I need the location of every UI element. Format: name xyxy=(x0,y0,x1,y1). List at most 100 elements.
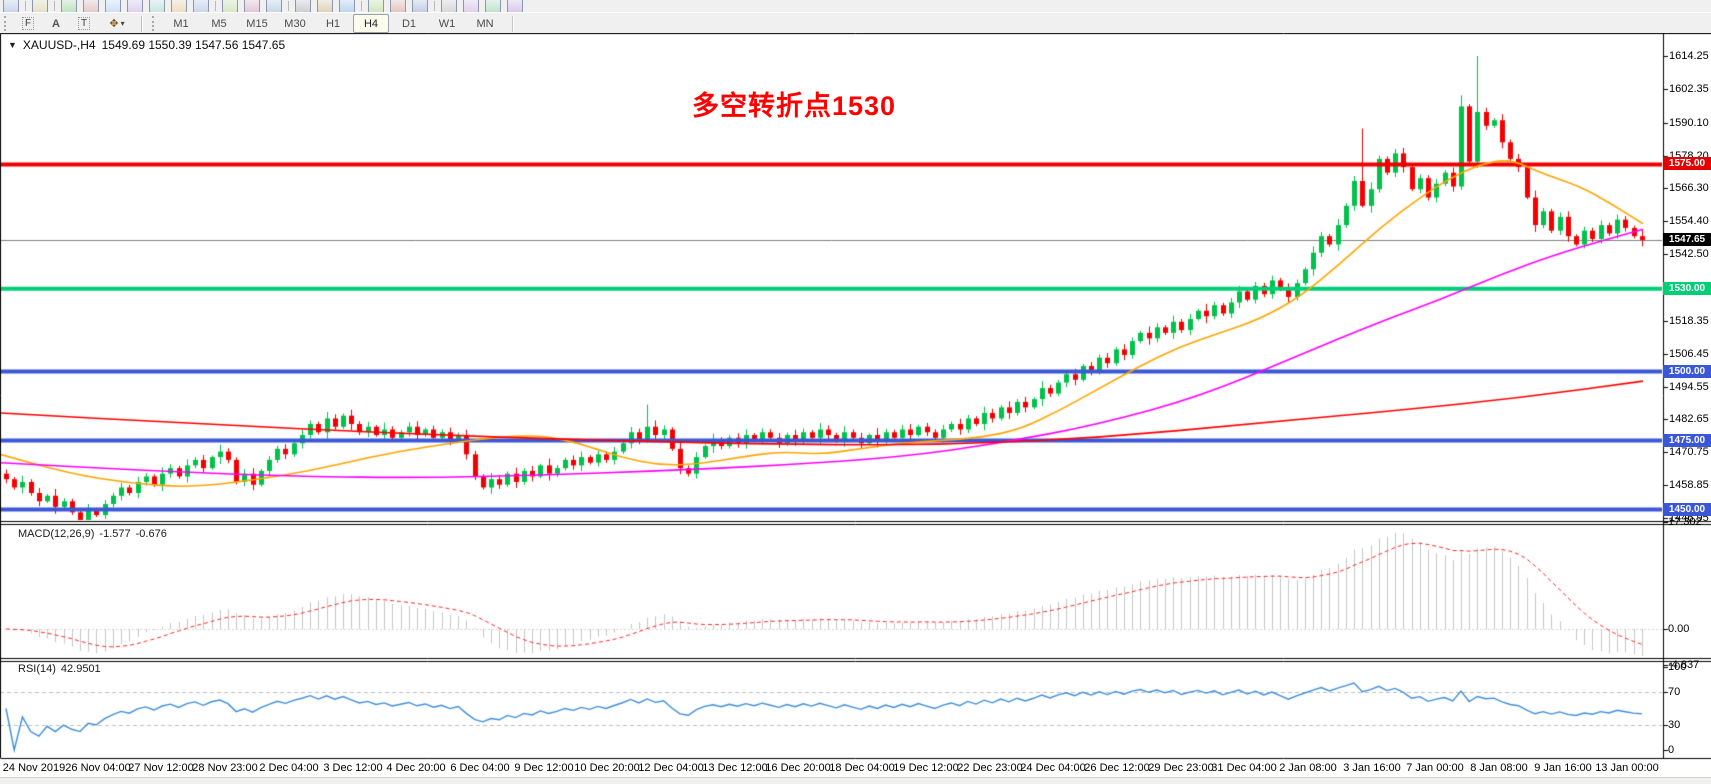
date-axis-label: 22 Dec 23:00 xyxy=(957,762,1023,774)
toolbar-separator xyxy=(361,1,362,11)
chart-annotation-text[interactable]: 多空转折点1530 xyxy=(692,91,897,121)
data-window-icon[interactable] xyxy=(127,0,143,12)
price-axis-label: 1470.75 xyxy=(1669,446,1709,458)
toolbar-separator xyxy=(25,1,26,11)
date-axis-label: 16 Dec 20:00 xyxy=(765,762,831,774)
new-order-icon[interactable] xyxy=(222,0,238,12)
timeframe-button-w1[interactable]: W1 xyxy=(438,17,456,30)
price-level-badge[interactable]: 1450.00 xyxy=(1663,503,1711,516)
price-axis-label: 1542.50 xyxy=(1669,248,1709,260)
date-axis-label: 18 Dec 04:00 xyxy=(829,762,895,774)
zoom-in-icon[interactable] xyxy=(441,0,457,12)
window-bottom-edge xyxy=(0,777,1711,784)
zoom-icon[interactable] xyxy=(32,0,48,12)
metaeditor-icon[interactable] xyxy=(244,0,260,12)
rsi-axis-label: 30 xyxy=(1668,719,1681,731)
new-chart-icon[interactable] xyxy=(61,0,77,12)
timeframe-button-m1[interactable]: M1 xyxy=(173,17,189,30)
cascade-windows-icon[interactable] xyxy=(317,0,333,12)
label-icon[interactable]: T xyxy=(71,14,97,34)
period-icon[interactable] xyxy=(390,0,406,12)
macd-value-signal: -0.676 xyxy=(135,528,167,540)
arrange-icon[interactable] xyxy=(339,0,355,12)
rsi-axis-label: 100 xyxy=(1668,661,1687,673)
macd-indicator-label: MACD(12,26,9) -1.577 -0.676 xyxy=(18,528,167,540)
toolbar-drag-handle[interactable] xyxy=(152,16,159,31)
rsi-indicator-label: RSI(14) 42.9501 xyxy=(18,663,101,675)
date-axis-label: 31 Dec 04:00 xyxy=(1211,762,1277,774)
timeframe-button-mn[interactable]: MN xyxy=(476,17,494,30)
price-axis-label: 1482.65 xyxy=(1669,413,1709,425)
price-level-badge[interactable]: 1530.00 xyxy=(1663,282,1711,295)
date-axis-label: 3 Dec 12:00 xyxy=(323,762,383,774)
date-axis-label: 9 Jan 16:00 xyxy=(1534,762,1592,774)
timeframe-button-m15[interactable]: M15 xyxy=(246,17,268,30)
toolbar-separator xyxy=(434,1,435,11)
price-level-badge[interactable]: 1475.00 xyxy=(1663,434,1711,447)
price-axis-label: 1602.35 xyxy=(1669,83,1709,95)
timeframe-button-h4[interactable]: H4 xyxy=(353,14,389,33)
timeframe-button-m30[interactable]: M30 xyxy=(284,17,306,30)
autotrading-icon[interactable] xyxy=(266,0,282,12)
date-axis-label: 13 Jan 00:00 xyxy=(1595,762,1659,774)
help-icon[interactable] xyxy=(507,0,523,12)
price-axis-label: 1566.30 xyxy=(1669,182,1709,194)
date-axis-label: 12 Dec 04:00 xyxy=(638,762,704,774)
strategy-tester-icon[interactable] xyxy=(193,0,209,12)
timeframe-button-m5[interactable]: M5 xyxy=(211,17,227,30)
rsi-axis-label: 0 xyxy=(1668,744,1675,756)
zoom-out-icon[interactable] xyxy=(463,0,479,12)
date-axis-label: 7 Jan 00:00 xyxy=(1406,762,1464,774)
fibonacci-icon[interactable]: F xyxy=(15,14,41,34)
arrow-tools-icon[interactable]: ✥ ▾ xyxy=(109,18,125,30)
templates-icon[interactable] xyxy=(412,0,428,12)
date-axis-label: 24 Nov 2019 xyxy=(2,762,66,774)
drawing-toolbar: F A T ✥ ▾ M1 M5 M15 M30 H1 H4 D1 W1 MN xyxy=(0,12,1711,34)
date-axis-label: 8 Jan 08:00 xyxy=(1470,762,1528,774)
add-chart-icon[interactable] xyxy=(485,0,501,12)
price-axis-label: 1554.40 xyxy=(1669,215,1709,227)
toolbar-separator xyxy=(54,1,55,11)
terminal-icon[interactable] xyxy=(171,0,187,12)
profiles-icon[interactable] xyxy=(83,0,99,12)
rsi-value: 42.9501 xyxy=(60,663,101,675)
price-axis-label: 1614.25 xyxy=(1669,50,1709,62)
price-axis-label: 1494.55 xyxy=(1669,381,1709,393)
indicators-list-icon[interactable] xyxy=(368,0,384,12)
date-axis-label: 26 Nov 04:00 xyxy=(65,762,131,774)
market-watch-icon[interactable] xyxy=(105,0,121,12)
date-axis-label: 13 Dec 12:00 xyxy=(702,762,768,774)
timeframe-bar: M1 M5 M15 M30 H1 H4 D1 W1 MN xyxy=(162,14,504,33)
timeframe-button-d1[interactable]: D1 xyxy=(401,17,417,30)
toolbar-separator xyxy=(141,15,143,32)
charts-grid-icon[interactable] xyxy=(3,0,19,12)
chart-canvas[interactable] xyxy=(0,33,1711,777)
price-level-badge[interactable]: 1500.00 xyxy=(1663,365,1711,378)
collapse-icon[interactable]: ▼ xyxy=(8,40,17,50)
price-axis-label: 1518.35 xyxy=(1669,315,1709,327)
ohlc-values: 1549.69 1550.39 1547.56 1547.65 xyxy=(101,38,286,52)
date-axis-label: 29 Dec 23:00 xyxy=(1148,762,1214,774)
time-axis: 24 Nov 2019 26 Nov 04:00 27 Nov 12:00 28 No… xyxy=(0,762,1711,777)
price-axis-label: 1458.85 xyxy=(1669,479,1709,491)
macd-axis-label: -4.837 xyxy=(1668,659,1700,671)
price-level-badge[interactable]: 1547.65 xyxy=(1663,233,1711,246)
tile-windows-icon[interactable] xyxy=(295,0,311,12)
price-axis-label: 1506.45 xyxy=(1669,348,1709,360)
date-axis-label: 27 Nov 12:00 xyxy=(128,762,194,774)
timeframe-button-h1[interactable]: H1 xyxy=(325,17,341,30)
toolbar-drag-handle[interactable] xyxy=(4,16,11,31)
navigator-icon[interactable] xyxy=(149,0,165,12)
chart-header: ▼ XAUUSD-,H4 1549.69 1550.39 1547.56 154… xyxy=(8,38,285,52)
date-axis-label: 10 Dec 20:00 xyxy=(574,762,640,774)
date-axis-label: 2 Dec 04:00 xyxy=(259,762,319,774)
price-level-badge[interactable]: 1575.00 xyxy=(1663,157,1711,170)
date-axis-label: 28 Nov 23:00 xyxy=(192,762,258,774)
toolbar-separator xyxy=(512,15,514,32)
date-axis-label: 2 Jan 08:00 xyxy=(1279,762,1337,774)
price-axis-label: 1590.10 xyxy=(1669,117,1709,129)
main-toolbar xyxy=(0,0,1711,12)
toolbar-separator xyxy=(215,1,216,11)
text-icon[interactable]: A xyxy=(52,17,60,30)
